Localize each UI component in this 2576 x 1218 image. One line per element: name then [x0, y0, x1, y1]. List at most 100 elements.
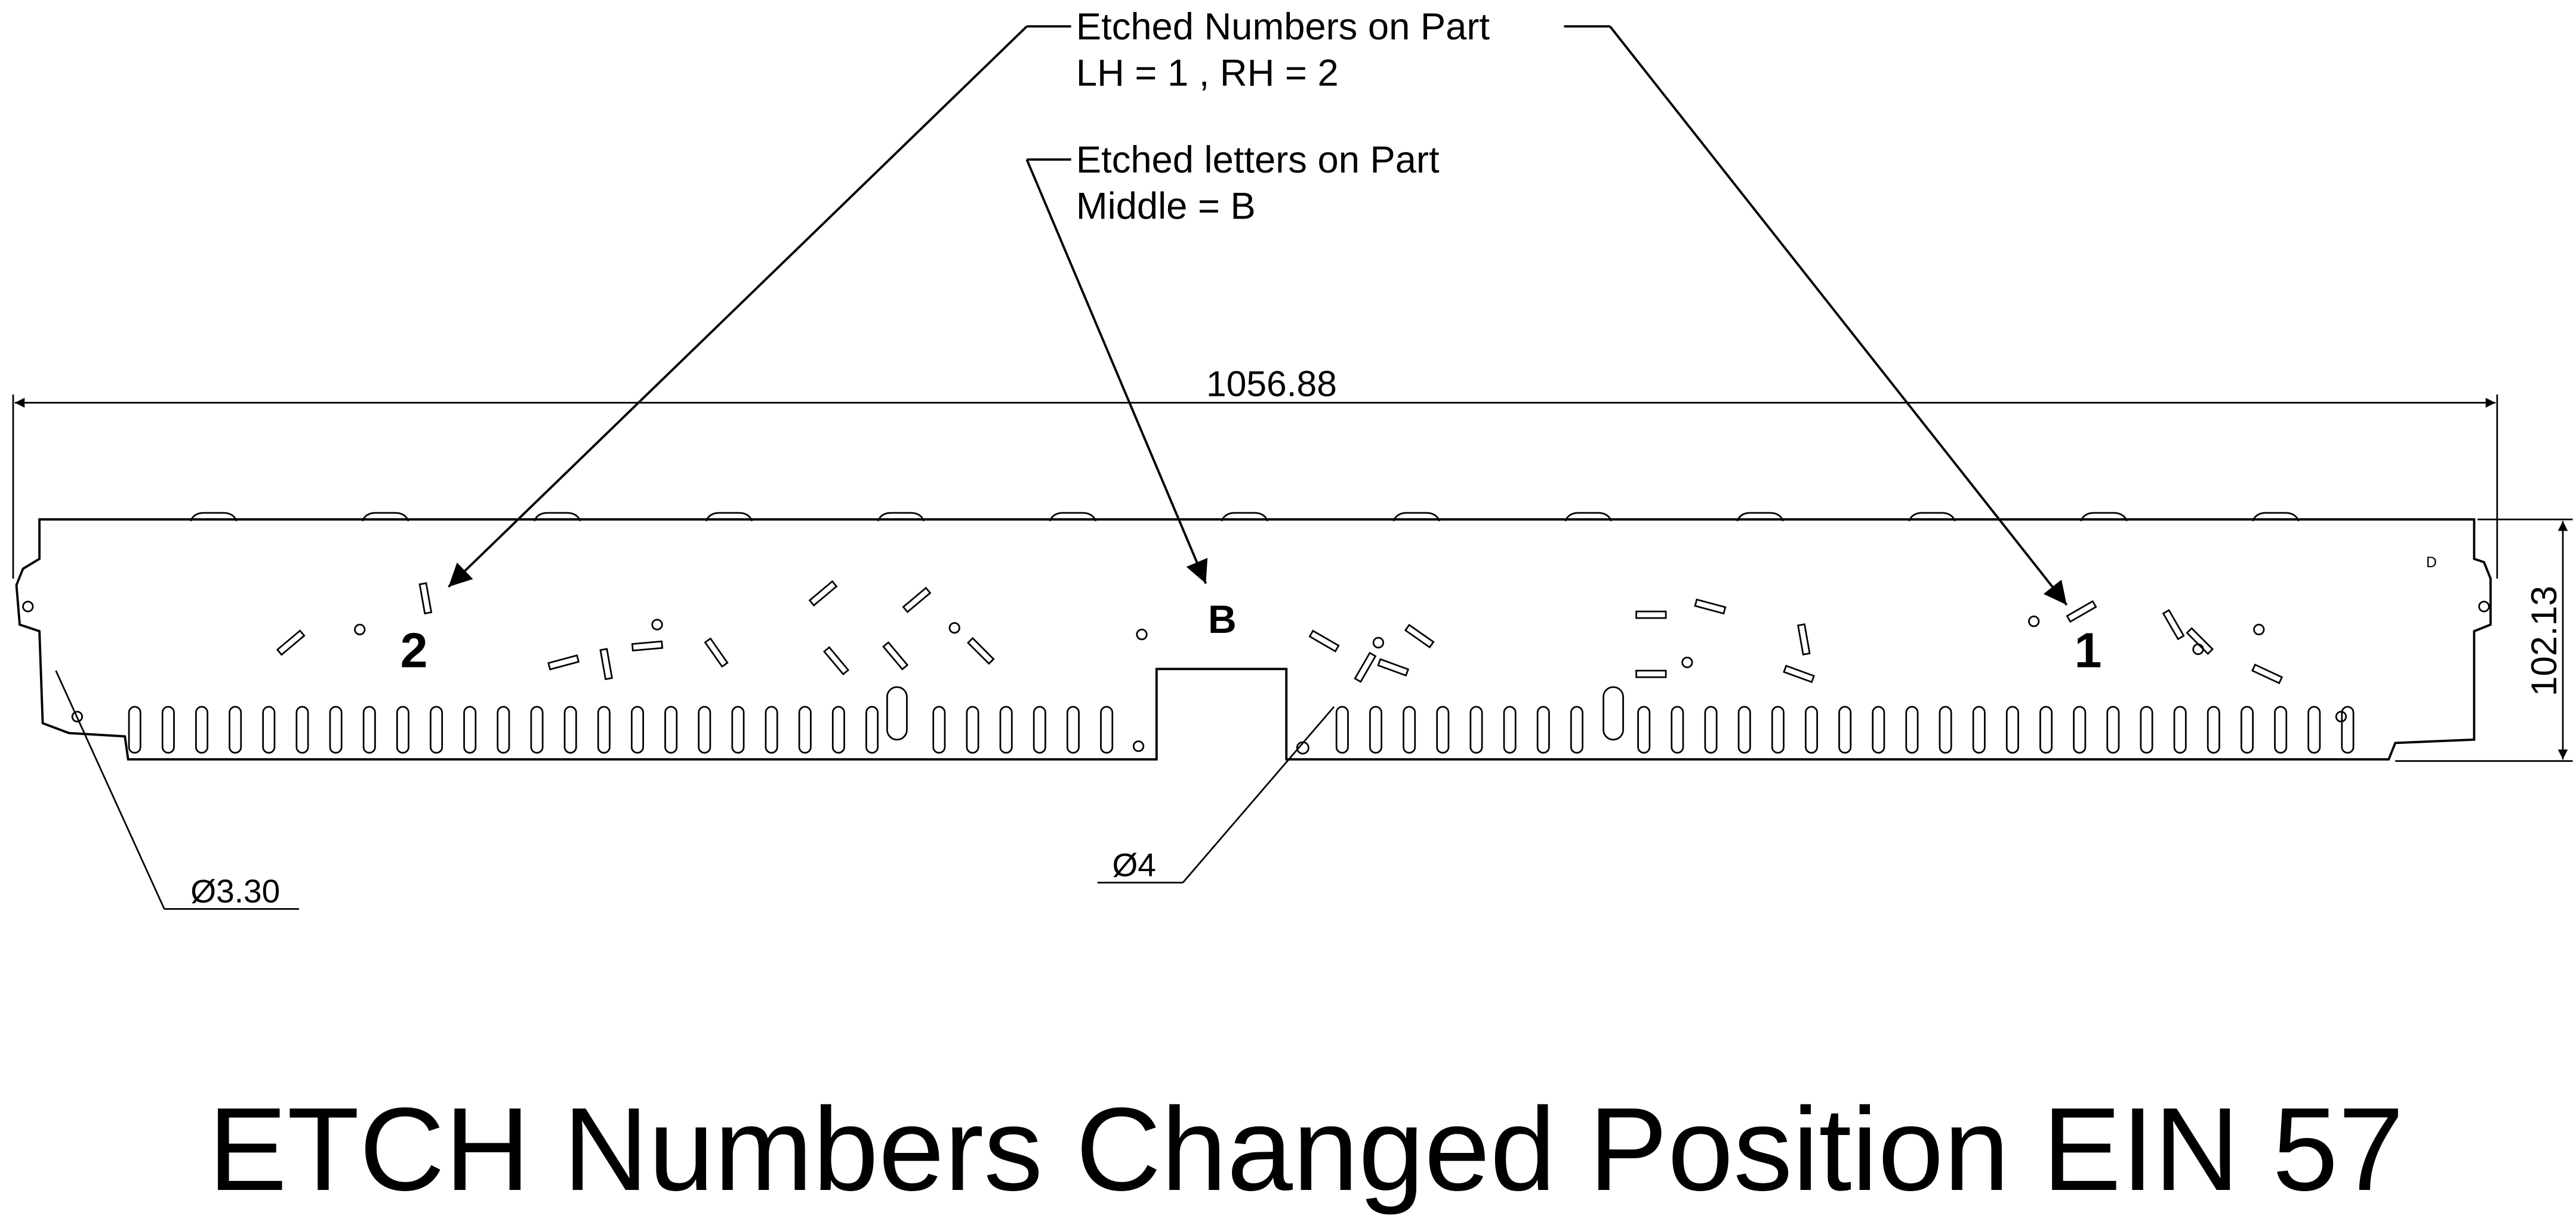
etch-bar [1308, 629, 1340, 653]
hole [22, 601, 34, 613]
slot [329, 706, 343, 754]
slot [1503, 706, 1517, 754]
tab [1564, 512, 1612, 522]
title: ETCH Numbers Changed Position EIN 57 [208, 1083, 2404, 1215]
etch-bar [808, 580, 838, 607]
etch-bar [882, 641, 909, 670]
etch-bar [2186, 627, 2214, 656]
slot [2140, 706, 2153, 754]
slot [1033, 706, 1046, 754]
slot [2106, 706, 2120, 754]
slot [229, 706, 242, 754]
hole-callout: Ø3.30 [190, 872, 280, 909]
slot [1436, 706, 1450, 754]
comb-slots [128, 686, 2355, 754]
part-outline [15, 518, 2492, 761]
slot [1771, 706, 1785, 754]
slot [530, 706, 544, 754]
slot [2073, 706, 2087, 754]
leader-arrow [448, 25, 1028, 588]
hole [354, 623, 366, 636]
slot [2240, 706, 2254, 754]
etch-bar [2162, 609, 2185, 641]
slot [2274, 706, 2288, 754]
hole [2028, 616, 2040, 628]
slot [1369, 706, 1382, 754]
slot [664, 706, 678, 754]
etch-number: 1 [2075, 623, 2102, 678]
slot [362, 706, 376, 754]
etch-bar [1354, 651, 1377, 683]
leader [1182, 706, 1335, 884]
etch-bar [418, 582, 433, 615]
hole [2478, 601, 2490, 613]
leader [55, 670, 165, 909]
hole [71, 710, 84, 722]
slot [865, 706, 879, 754]
hole [2335, 710, 2347, 722]
slot [2307, 706, 2321, 754]
slot [698, 706, 711, 754]
slot [1335, 706, 1349, 754]
slot [1838, 706, 1852, 754]
slot [1872, 706, 1885, 754]
slot [295, 706, 309, 754]
slot [831, 706, 845, 754]
corner-letter: D [2426, 555, 2437, 571]
tab [1049, 512, 1097, 522]
slot [765, 706, 778, 754]
slot [1671, 706, 1684, 754]
slot [1066, 706, 1080, 754]
etch-bar [1404, 623, 1435, 649]
tab [533, 512, 581, 522]
etch-features [22, 580, 2490, 752]
etch-bar [2066, 600, 2097, 623]
slot [1905, 706, 1919, 754]
tab [1221, 512, 1269, 522]
leader-arrow [1609, 26, 2068, 606]
hole [1136, 629, 1148, 641]
etch-bar [1635, 669, 1667, 678]
slot-key [1603, 686, 1624, 741]
etch-bar [1797, 623, 1811, 656]
etch-bar [1694, 598, 1727, 615]
hole-callout: Ø4 [1112, 846, 1155, 883]
leader-arrow [1025, 159, 1208, 585]
tab [1392, 512, 1441, 522]
tab [705, 512, 753, 522]
hole [651, 619, 663, 630]
slot [430, 706, 443, 754]
slot [1469, 706, 1483, 754]
slot [999, 706, 1013, 754]
slot [1737, 706, 1751, 754]
slot [1939, 706, 1952, 754]
slot [1403, 706, 1416, 754]
etch-bar [822, 646, 850, 676]
slot [932, 706, 946, 754]
hole [2253, 623, 2265, 636]
slot [2207, 706, 2220, 754]
slot [2005, 706, 2019, 754]
etch-letter: B [1208, 597, 1237, 641]
slot [630, 706, 644, 754]
hole [1681, 656, 1693, 669]
slot [262, 706, 276, 754]
tab [2080, 512, 2128, 522]
slot [2039, 706, 2053, 754]
slot [2173, 706, 2187, 754]
etch-bar [1783, 665, 1815, 684]
slot [396, 706, 409, 754]
slot [2341, 706, 2355, 754]
etch-bar [1377, 658, 1410, 677]
etch-bar [276, 629, 306, 656]
hole [1372, 636, 1385, 649]
annotation: Etched Numbers on Part [1076, 6, 1490, 48]
hole [1132, 740, 1145, 752]
etch-bar [547, 654, 580, 670]
tab [1908, 512, 1956, 522]
top-tabs [190, 512, 2300, 522]
tab [361, 512, 409, 522]
tab [190, 512, 238, 522]
hole [948, 622, 960, 634]
